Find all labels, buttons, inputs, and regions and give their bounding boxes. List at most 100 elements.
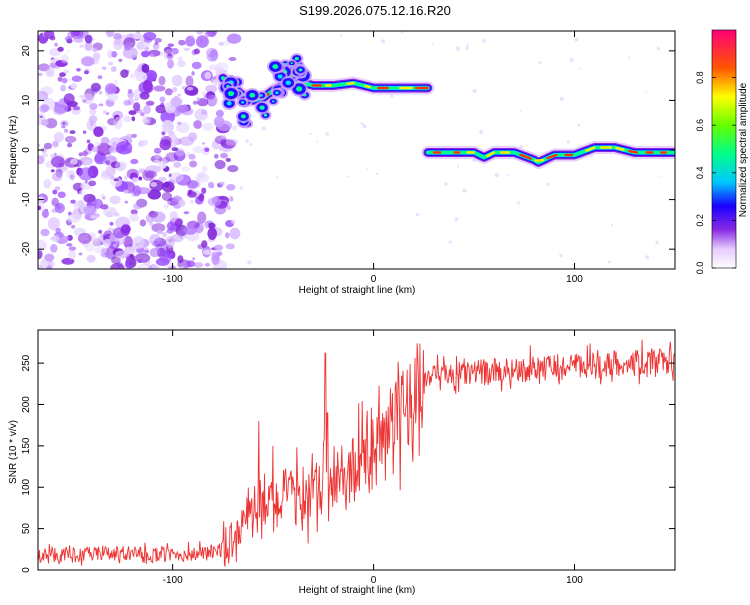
noise-speck	[250, 143, 253, 146]
noise-speck	[611, 224, 613, 226]
noise-speck	[579, 68, 581, 70]
noise-blob	[73, 106, 81, 110]
noise-blob	[70, 174, 75, 180]
noise-blob	[156, 241, 162, 245]
noise-blob	[159, 76, 166, 85]
noise-blob	[225, 232, 230, 238]
noise-blob	[72, 76, 82, 82]
noise-blob	[170, 186, 174, 191]
noise-blob	[40, 229, 49, 237]
noise-speck	[347, 175, 349, 177]
noise-speck	[276, 176, 278, 178]
noise-blob	[206, 48, 217, 58]
noise-speck	[363, 124, 367, 128]
noise-blob	[43, 179, 51, 189]
noise-blob	[52, 190, 57, 195]
noise-blob	[150, 248, 160, 257]
noise-blob	[35, 91, 49, 101]
noise-blob	[106, 212, 112, 218]
noise-blob	[215, 160, 226, 169]
noise-blob	[171, 234, 184, 242]
track-upper-peak	[365, 86, 369, 87]
noise-blob	[208, 182, 214, 188]
noise-speck	[416, 213, 420, 217]
noise-blob	[101, 137, 110, 145]
noise-blob	[68, 250, 76, 260]
cluster-hot	[241, 101, 244, 104]
spectrogram-x-tick-label: -100	[163, 274, 183, 285]
noise-blob	[59, 72, 66, 77]
noise-blob	[137, 259, 142, 263]
noise-speck	[507, 175, 509, 177]
noise-blob	[192, 62, 202, 69]
noise-blob	[94, 238, 99, 243]
noise-blob	[219, 182, 225, 187]
noise-blob	[185, 36, 195, 47]
noise-blob	[79, 152, 83, 156]
noise-speck	[559, 254, 562, 257]
noise-blob	[51, 169, 55, 172]
noise-blob	[123, 190, 128, 194]
spectrogram-plot-area	[33, 25, 675, 273]
cluster-hot	[260, 106, 265, 110]
cluster-hot	[291, 62, 293, 64]
noise-blob	[140, 92, 150, 100]
noise-blob	[74, 203, 80, 208]
noise-blob	[107, 93, 118, 102]
noise-blob	[133, 102, 140, 111]
noise-blob	[54, 153, 57, 156]
noise-blob	[198, 194, 204, 201]
noise-blob	[102, 67, 107, 70]
noise-blob	[191, 71, 194, 76]
noise-speck	[645, 92, 647, 94]
noise-blob	[67, 79, 71, 82]
noise-speck	[316, 140, 318, 142]
noise-speck	[245, 139, 249, 143]
noise-speck	[560, 97, 564, 101]
noise-speck	[390, 94, 394, 98]
noise-blob	[51, 156, 65, 168]
noise-blob	[141, 51, 150, 58]
noise-blob	[220, 153, 228, 159]
noise-speck	[608, 261, 611, 264]
noise-blob	[124, 44, 131, 50]
colorbar-tick-label: 0.8	[695, 71, 705, 84]
noise-blob	[172, 147, 179, 151]
noise-blob	[52, 173, 63, 181]
noise-blob	[232, 125, 237, 131]
noise-blob	[130, 214, 139, 222]
noise-speck	[570, 58, 574, 62]
noise-blob	[157, 230, 163, 234]
noise-blob	[54, 43, 58, 47]
noise-blob	[196, 178, 201, 182]
noise-blob	[92, 48, 97, 52]
noise-blob	[88, 180, 96, 186]
noise-blob	[79, 253, 83, 256]
noise-blob	[202, 91, 207, 95]
noise-blob	[168, 43, 175, 47]
spectrogram-y-label: Frequency (Hz)	[8, 116, 19, 185]
noise-blob	[125, 134, 132, 140]
cluster-hot	[272, 100, 275, 102]
snr-y-tick-label: 50	[21, 523, 32, 535]
noise-blob	[110, 196, 121, 205]
noise-blob	[162, 232, 167, 237]
noise-blob	[112, 142, 117, 147]
figure-title: S199.2026.075.12.16.R20	[299, 3, 451, 18]
noise-speck	[247, 260, 251, 264]
cluster-hot	[296, 86, 302, 91]
noise-blob	[190, 200, 194, 204]
noise-blob	[124, 116, 132, 123]
noise-blob	[204, 72, 211, 80]
track-upper-peak	[347, 83, 354, 84]
noise-blob	[167, 201, 171, 205]
noise-blob	[67, 143, 72, 148]
noise-blob	[129, 262, 132, 265]
noise-blob	[142, 118, 149, 123]
snr-y-tick-label: 250	[21, 354, 32, 371]
colorbar-tick-label: 0.0	[695, 262, 705, 275]
noise-blob	[226, 184, 236, 191]
cluster-hot	[295, 57, 299, 60]
